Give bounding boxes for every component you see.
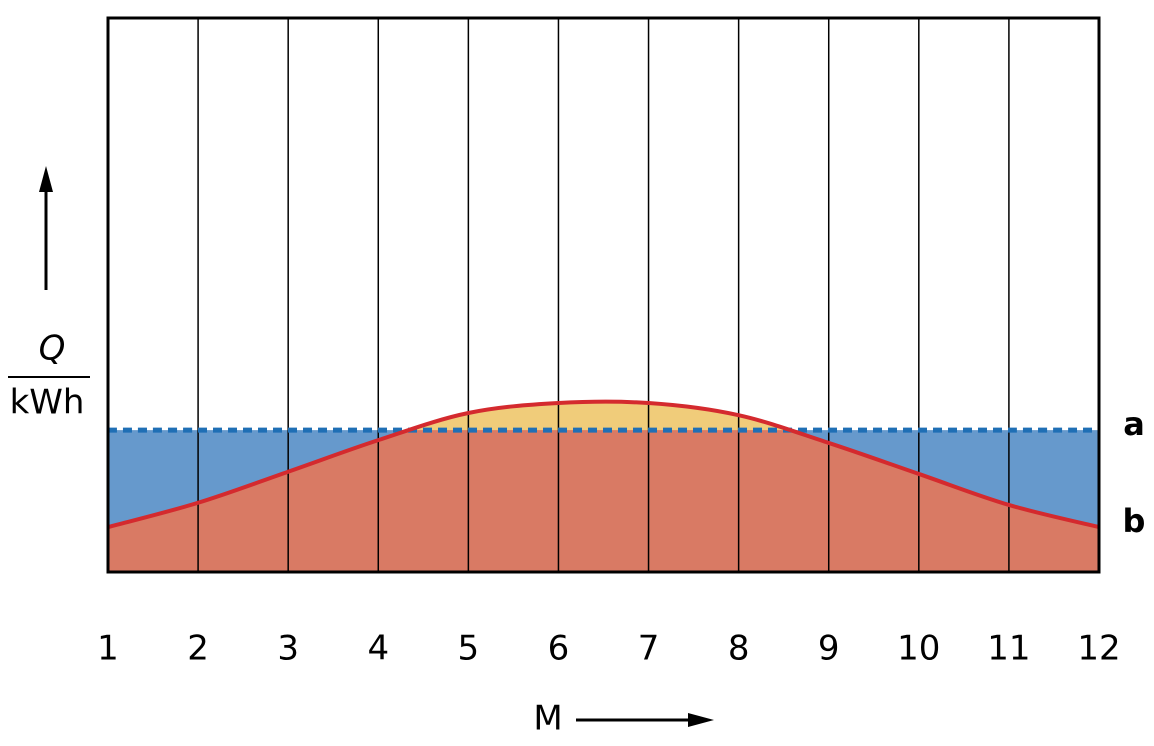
y-arrow-head — [39, 166, 53, 192]
x-tick-label: 8 — [728, 629, 750, 669]
x-tick-label: 1 — [97, 629, 119, 669]
area-b — [108, 430, 1099, 572]
area-layer — [108, 401, 1099, 572]
series-label: a — [1123, 405, 1145, 443]
x-tick-label: 6 — [548, 629, 570, 669]
y-unit: kWh — [10, 383, 85, 423]
y-axis-label: Q kWh — [8, 166, 90, 423]
x-tick-label: 3 — [277, 629, 299, 669]
x-tick-label: 2 — [187, 629, 209, 669]
x-tick-label: 10 — [897, 629, 940, 669]
series-line — [107, 399, 1100, 530]
line-layer — [107, 399, 1100, 530]
x-tick-label: 4 — [367, 629, 389, 669]
x-axis-label: M — [533, 699, 714, 739]
plot-frame — [106, 16, 1101, 574]
x-label: M — [533, 699, 562, 739]
x-tick-label: 5 — [458, 629, 480, 669]
x-tick-label: 7 — [638, 629, 660, 669]
x-arrow-head — [688, 713, 714, 727]
x-tick-label: 9 — [818, 629, 840, 669]
y-quantity: Q — [39, 329, 66, 369]
x-tick-label: 12 — [1077, 629, 1120, 669]
x-tick-label: 11 — [987, 629, 1030, 669]
series-label: b — [1123, 502, 1146, 540]
